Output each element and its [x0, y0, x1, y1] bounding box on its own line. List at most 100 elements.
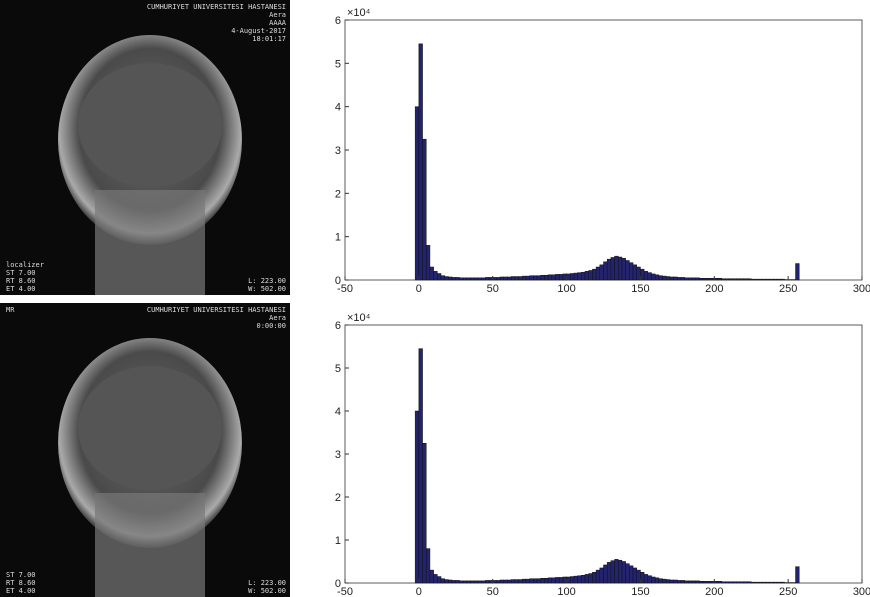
- histogram-bar: [588, 270, 593, 281]
- histogram-bar: [739, 581, 745, 584]
- x-tick-label: 300: [853, 586, 870, 597]
- mri-annotation: ST 7.00: [6, 269, 36, 277]
- histogram-bar: [595, 266, 601, 281]
- histogram-bar: [647, 272, 652, 281]
- histogram-bar: [429, 569, 434, 584]
- histogram-bar: [632, 264, 637, 281]
- mri-annotation: 18:01:17: [252, 35, 286, 43]
- histogram-bar: [725, 278, 730, 281]
- mri-annotation: 0:00:00: [256, 322, 286, 330]
- histogram-bar: [706, 278, 711, 281]
- mri-annotation: Aera: [269, 11, 286, 19]
- histogram-bar: [743, 278, 748, 281]
- histogram-bar: [769, 581, 774, 584]
- mri-annotation: CUMHURIYET UNIVERSITESI HASTANESI: [147, 306, 286, 314]
- histogram-bar: [769, 278, 774, 281]
- histogram-bar: [614, 559, 619, 584]
- histogram-bar: [762, 278, 767, 281]
- mri-annotation: AAAA: [269, 19, 287, 27]
- x-tick-label: 50: [487, 586, 499, 597]
- histogram-bar: [776, 278, 782, 281]
- histogram-bar: [621, 561, 626, 584]
- histogram-bar: [570, 273, 575, 281]
- histogram-bar: [721, 581, 726, 584]
- histogram-bar: [477, 277, 482, 281]
- histogram-bar: [688, 277, 693, 281]
- histogram-bar: [555, 274, 560, 281]
- histogram-bar: [758, 581, 763, 584]
- y-tick-label: 1: [335, 535, 341, 547]
- histogram-bar: [647, 575, 652, 584]
- histogram-bar: [503, 579, 508, 584]
- histogram-bar: [507, 276, 512, 281]
- histogram-bar: [618, 559, 623, 584]
- histogram-bar: [425, 245, 431, 281]
- histogram-bar: [584, 574, 589, 584]
- histogram-bar: [610, 257, 615, 281]
- histogram-bar: [673, 579, 678, 584]
- histogram-bar: [481, 277, 486, 281]
- histogram-bar: [462, 277, 468, 281]
- histogram-bar: [750, 278, 756, 281]
- y-tick-label: 6: [335, 320, 341, 332]
- histogram-bar: [592, 268, 597, 281]
- histogram-bar: [422, 443, 427, 584]
- histogram-bar: [566, 576, 571, 584]
- histogram-bar: [658, 275, 663, 281]
- histogram-bar: [440, 275, 445, 281]
- mri-annotation: L: 223.00: [248, 579, 286, 587]
- histogram-bar: [606, 258, 612, 281]
- histogram-bar: [485, 277, 490, 281]
- x-tick-label: 0: [416, 586, 422, 597]
- histogram-bar: [629, 262, 634, 281]
- histogram-bar: [581, 271, 586, 281]
- mri-annotation: localizer: [6, 261, 44, 269]
- histogram-bar: [629, 565, 634, 584]
- histogram-bar: [536, 275, 541, 281]
- histogram-bar: [418, 43, 423, 281]
- histogram-bar: [773, 278, 778, 281]
- y-tick-label: 0: [335, 578, 341, 590]
- histogram-bar: [433, 271, 438, 281]
- histogram-bar: [736, 581, 741, 584]
- mri-annotation: 4-August-2017: [231, 27, 286, 35]
- histogram-bar: [780, 278, 785, 281]
- histogram-bar: [688, 580, 693, 584]
- histogram-bar: [662, 275, 667, 281]
- histogram-bar: [621, 258, 626, 281]
- histogram-bar: [529, 578, 534, 584]
- plot-area: [344, 324, 863, 584]
- x-tick-label: 100: [557, 283, 575, 295]
- y-tick-label: 3: [335, 145, 341, 157]
- histogram-bar: [551, 577, 556, 584]
- histogram-bar: [739, 278, 745, 281]
- histogram-bar: [507, 579, 512, 584]
- histogram-bar: [640, 572, 645, 584]
- histogram-bar: [551, 274, 556, 281]
- histogram-bar: [459, 277, 464, 281]
- histogram-bar: [765, 581, 770, 584]
- histogram-bar: [684, 277, 689, 281]
- histogram-bar: [603, 261, 608, 281]
- x-tick-label: 200: [705, 586, 723, 597]
- histogram-bar: [714, 278, 719, 281]
- histogram-bar: [544, 274, 549, 281]
- histogram-bar: [448, 276, 453, 281]
- histogram-bar: [503, 276, 508, 281]
- mri-annotation: W: 502.00: [248, 587, 286, 595]
- histogram-bar: [566, 273, 571, 281]
- histogram-bar: [440, 578, 445, 584]
- mri-annotation: Aera: [269, 314, 286, 322]
- histogram-bar: [702, 278, 708, 281]
- histogram-bar: [636, 266, 641, 281]
- y-tick-label: 5: [335, 363, 341, 375]
- y-tick-label: 1: [335, 232, 341, 244]
- histogram-bar: [625, 563, 630, 584]
- histogram-bar: [762, 581, 767, 584]
- histogram-bar: [599, 264, 604, 281]
- histogram-bar: [595, 569, 601, 584]
- histogram-bar: [754, 278, 759, 281]
- histogram-bar: [581, 575, 586, 584]
- y-tick-label: 0: [335, 275, 341, 287]
- histogram-bar: [459, 580, 464, 584]
